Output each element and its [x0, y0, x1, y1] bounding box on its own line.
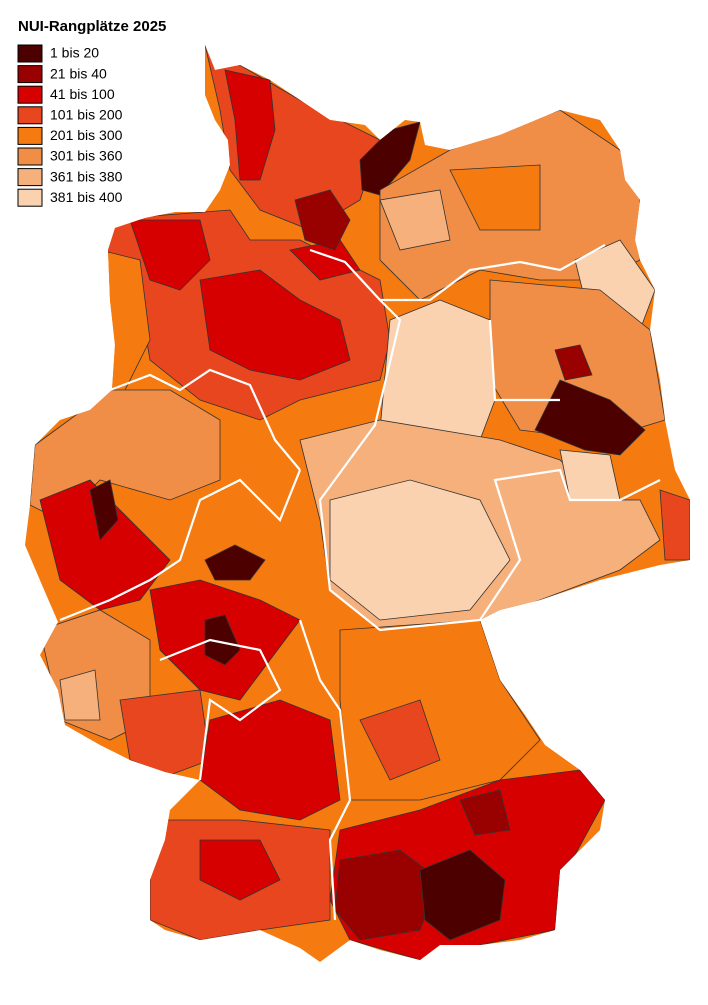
legend-label: 381 bis 400 [50, 189, 123, 205]
region [459, 789, 511, 836]
legend-label: 361 bis 380 [50, 168, 123, 184]
region [224, 69, 276, 181]
legend-swatch [17, 147, 43, 166]
map-title: NUI-Rangplätze 2025 [18, 18, 166, 35]
legend: 1 bis 20 21 bis 40 41 bis 100 101 bis 200 20… [17, 44, 123, 207]
legend-label: 41 bis 100 [50, 86, 115, 102]
region [379, 189, 451, 251]
state-border [488, 319, 560, 402]
region [359, 699, 441, 781]
region [89, 479, 119, 541]
region [294, 189, 351, 251]
region [199, 699, 341, 821]
region [419, 849, 506, 941]
region [199, 269, 351, 381]
region [534, 379, 646, 456]
region [659, 489, 690, 561]
legend-swatch [17, 126, 43, 145]
region [204, 614, 241, 666]
legend-label: 1 bis 20 [50, 45, 99, 61]
legend-label: 21 bis 40 [50, 65, 107, 81]
state-border [318, 299, 661, 632]
legend-label: 101 bis 200 [50, 107, 123, 123]
region [554, 344, 593, 381]
legend-swatch [17, 85, 43, 104]
legend-swatch [17, 188, 43, 207]
legend-label: 201 bis 300 [50, 127, 123, 143]
state-border [159, 638, 282, 781]
legend-swatch [17, 44, 43, 63]
legend-label: 301 bis 360 [50, 148, 123, 164]
region [119, 689, 211, 776]
region [129, 219, 211, 291]
state-border [59, 469, 302, 622]
state-border [109, 368, 301, 471]
state-borders [59, 244, 661, 921]
region [329, 479, 511, 621]
region [59, 669, 101, 721]
state-border [298, 619, 352, 921]
region [204, 544, 266, 581]
region [449, 164, 541, 231]
legend-swatch [17, 65, 43, 84]
region [199, 839, 281, 901]
state-border [309, 244, 606, 302]
legend-swatch [17, 168, 43, 187]
legend-swatch [17, 106, 43, 125]
